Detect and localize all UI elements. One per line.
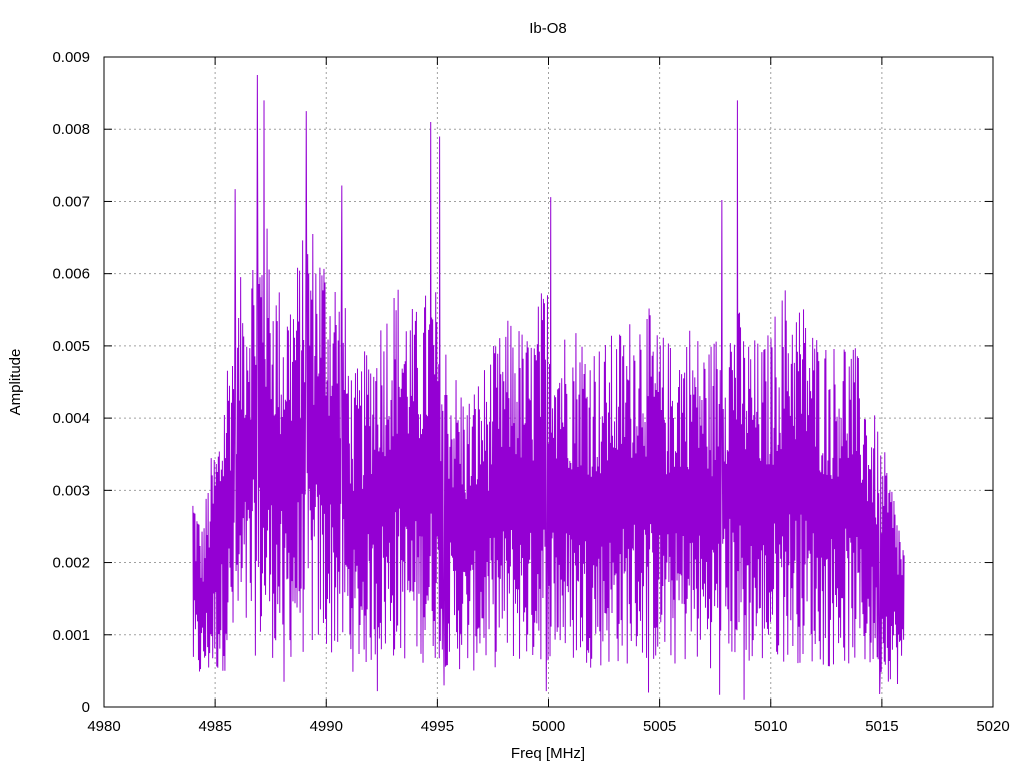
- y-tick-label: 0.006: [52, 266, 90, 283]
- x-tick-label: 4985: [198, 718, 231, 735]
- y-tick-label: 0.004: [52, 410, 90, 427]
- x-tick-label: 5010: [754, 718, 787, 735]
- x-tick-label: 5000: [532, 718, 565, 735]
- series-layer: [192, 75, 905, 700]
- x-tick-label: 4980: [87, 718, 120, 735]
- y-tick-label: 0.001: [52, 627, 90, 644]
- x-tick-label: 5005: [643, 718, 676, 735]
- y-tick-label: 0.002: [52, 555, 90, 572]
- chart-title: Ib-O8: [529, 20, 567, 37]
- series-line: [192, 75, 905, 700]
- tick-labels: 4980 4985 4990 4995 5000 5005 5010 5015 5020 0 0.0…: [52, 49, 1009, 735]
- y-tick-label: 0.007: [52, 193, 90, 210]
- x-tick-label: 5015: [865, 718, 898, 735]
- ticks: [103, 56, 994, 708]
- y-tick-label: 0: [82, 699, 90, 716]
- x-tick-label: 4995: [421, 718, 454, 735]
- x-tick-label: 5020: [976, 718, 1009, 735]
- y-tick-label: 0.008: [52, 121, 90, 138]
- y-tick-label: 0.003: [52, 482, 90, 499]
- y-tick-label: 0.005: [52, 338, 90, 355]
- x-tick-label: 4990: [310, 718, 343, 735]
- y-axis-title: Amplitude: [7, 349, 24, 416]
- y-tick-label: 0.009: [52, 49, 90, 66]
- x-axis-title: Freq [MHz]: [511, 745, 585, 762]
